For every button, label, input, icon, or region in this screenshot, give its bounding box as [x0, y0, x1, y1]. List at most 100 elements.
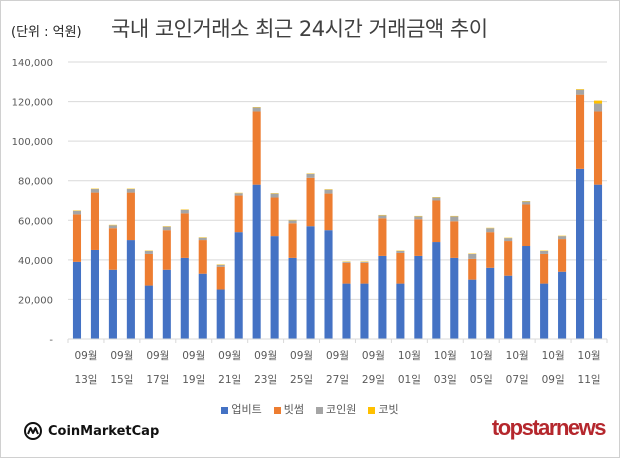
bar-segment [342, 261, 351, 263]
bar-segment [162, 269, 171, 339]
x-tick-label-day: 01일 [398, 373, 421, 386]
bar-segment [396, 283, 405, 339]
topstarnews-logo: topstarnews [491, 415, 607, 440]
bar-stack-09-27 [324, 189, 333, 339]
bar-segment [432, 197, 441, 201]
x-tick-label-day: 11일 [578, 373, 601, 386]
bar-segment [144, 285, 153, 339]
bar-stack-09-15 [108, 224, 117, 339]
legend-item: 빗썸 [273, 401, 304, 417]
bar-segment [126, 192, 135, 241]
unit-label: (단위 : 억원) [11, 25, 82, 40]
bar-segment [540, 283, 549, 339]
bar-segment [288, 223, 297, 258]
bars [72, 89, 603, 339]
bar-segment [432, 242, 441, 339]
bar-segment [72, 261, 82, 339]
x-tick-label-day: 17일 [146, 373, 169, 386]
bar-segment [450, 216, 459, 222]
x-tick-label-day: 27일 [326, 373, 349, 386]
bar-segment [216, 266, 225, 290]
x-tick-label-month: 09월 [326, 350, 349, 362]
x-tick-label-day: 05일 [470, 373, 493, 386]
bar-segment [450, 221, 459, 258]
bar-segment [306, 226, 315, 339]
bar-segment [576, 168, 585, 339]
y-tick-label: 120,000 [12, 98, 53, 109]
x-tick-label-day: 29일 [362, 373, 385, 386]
bar-segment [414, 216, 423, 220]
bar-segment [144, 253, 153, 286]
x-tick-label-month: 09월 [290, 350, 313, 362]
legend-swatch [368, 406, 376, 414]
bar-stack-10-09 [540, 250, 549, 339]
bar-segment [234, 232, 243, 339]
bar-segment [432, 200, 441, 243]
stacked-bar-chart: - 20,000 40,000 60,000 80,000 100,000 120,000 1… [12, 58, 608, 386]
bar-segment [180, 209, 189, 214]
x-tick-label-month: 10월 [434, 350, 457, 362]
bar-stack-10-08 [522, 201, 531, 339]
bar-segment [414, 255, 423, 339]
bar-stack-10-12 [593, 100, 603, 339]
bar-segment [522, 204, 531, 247]
bar-segment [288, 220, 297, 224]
bar-stack-09-28 [342, 261, 351, 339]
legend-item: 코빗 [368, 401, 399, 417]
bar-segment [216, 289, 225, 339]
y-tick-label: 20,000 [18, 295, 53, 306]
bar-segment [162, 230, 171, 270]
bar-segment [108, 269, 117, 339]
bar-segment [180, 213, 189, 258]
y-tick-label: - [49, 335, 53, 346]
bar-stack-09-14 [90, 188, 99, 339]
bar-segment [144, 250, 153, 254]
x-tick-label-month: 10월 [398, 350, 421, 362]
bar-segment [450, 257, 459, 339]
x-tick-label-month: 09월 [110, 350, 133, 362]
bar-segment [252, 184, 261, 339]
bar-segment [360, 261, 369, 263]
bar-stack-10-10 [558, 235, 567, 339]
bar-segment [324, 193, 333, 231]
bar-stack-09-16 [126, 188, 135, 339]
y-tick-label: 40,000 [18, 256, 53, 267]
chart-title: 국내 코인거래소 최근 24시간 거래금액 추이 [111, 17, 488, 41]
bar-segment [522, 201, 531, 205]
bar-segment [324, 230, 333, 339]
legend: 업비트 빗썸 코인원 코빗 [1, 401, 619, 417]
x-tick-label-month: 09월 [74, 350, 97, 362]
bar-segment [342, 283, 351, 339]
bar-segment [306, 177, 315, 227]
bar-segment [378, 218, 387, 256]
bar-stack-10-02 [414, 215, 423, 339]
bar-segment [198, 273, 207, 339]
bar-segment [288, 257, 297, 339]
bar-segment [593, 184, 603, 339]
legend-label: 코인원 [326, 403, 357, 416]
bar-segment [593, 103, 603, 112]
coinmarketcap-text: CoinMarketCap [48, 423, 160, 439]
x-tick-label-month: 09월 [254, 350, 277, 362]
bar-segment [486, 232, 495, 268]
bar-segment [504, 238, 513, 242]
bar-segment [234, 195, 243, 233]
bar-segment [162, 226, 171, 231]
bar-segment [468, 258, 477, 280]
bar-segment [378, 255, 387, 339]
bar-segment [90, 249, 99, 339]
legend-swatch [273, 406, 281, 414]
y-tick-label: 140,000 [12, 58, 53, 69]
bar-segment [270, 236, 279, 339]
bar-stack-09-30 [378, 214, 387, 339]
bar-segment [558, 239, 567, 272]
coinmarketcap-icon [24, 422, 42, 440]
bar-stack-09-20 [198, 237, 207, 339]
bar-segment [72, 210, 82, 215]
bar-segment [540, 253, 549, 284]
legend-swatch [221, 406, 229, 414]
bar-segment [108, 225, 117, 229]
bar-stack-09-29 [360, 261, 369, 339]
x-tick-label-month: 10월 [542, 350, 565, 362]
